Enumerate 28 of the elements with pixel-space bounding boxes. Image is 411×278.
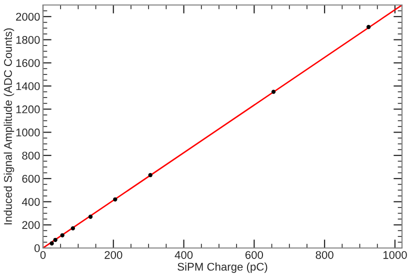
y-tick-label: 1400 — [16, 82, 40, 90]
y-tick-label: 0 — [34, 244, 40, 252]
point — [271, 90, 276, 94]
y-tick-label: 1600 — [16, 59, 40, 67]
x-tick-label: 1000 — [383, 251, 407, 259]
y-tick-label: 1200 — [16, 105, 40, 114]
point — [148, 173, 152, 178]
y-tick-label: 200 — [22, 221, 40, 229]
point — [70, 226, 75, 230]
y-tick-label: 800 — [22, 152, 40, 160]
y-tick-label: 1000 — [16, 128, 40, 136]
x-axis-title: SiPM Charge (pC) — [178, 262, 268, 273]
y-tick-label: 1800 — [16, 36, 40, 44]
y-tick-label: 400 — [22, 198, 40, 206]
y-tick-label: 600 — [22, 174, 40, 183]
point — [60, 233, 64, 238]
x-tick-label: 0 — [40, 251, 46, 259]
point — [113, 197, 118, 202]
point — [366, 24, 371, 30]
x-tick-label: 800 — [316, 251, 334, 259]
x-tick-label: 600 — [245, 251, 264, 259]
point — [53, 238, 58, 242]
x-tick-label: 400 — [174, 251, 193, 259]
x-tick-label: 200 — [104, 251, 122, 259]
point — [88, 214, 93, 219]
point — [50, 241, 54, 246]
y-tick-label: 2000 — [16, 12, 40, 21]
y-axis-title: Induced Signal Amplitude (ADC Counts) — [4, 28, 14, 224]
